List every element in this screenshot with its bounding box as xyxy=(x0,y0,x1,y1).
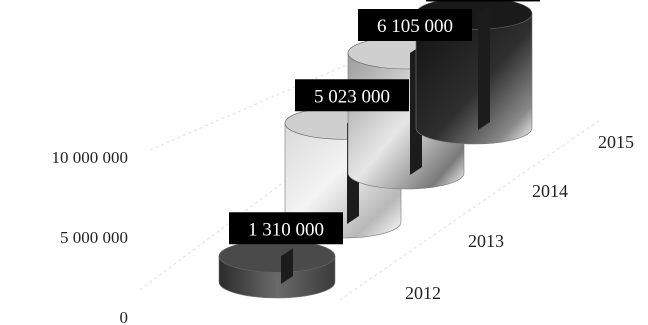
data-label-2012: 1 310 000 xyxy=(229,212,343,245)
cylinder-top xyxy=(218,239,336,273)
x-category-label: 2014 xyxy=(532,181,568,201)
data-label-2013: 5 023 000 xyxy=(295,79,409,112)
x-category-label: 2013 xyxy=(468,231,504,251)
data-label-box xyxy=(229,212,343,245)
x-axis-categories: 2012 2013 2014 2015 xyxy=(405,132,634,303)
cylinder-seam xyxy=(478,5,490,130)
y-tick-label: 10 000 000 xyxy=(52,148,129,167)
data-label-box xyxy=(426,0,540,2)
bars xyxy=(218,0,533,299)
data-label-box xyxy=(358,9,472,41)
data-label-text: 6 105 000 xyxy=(377,16,453,37)
y-tick-label: 0 xyxy=(120,308,129,325)
data-label-box xyxy=(295,79,409,112)
bar-2015 xyxy=(415,0,533,145)
data-label-2014: 6 105 000 xyxy=(358,9,472,41)
cylinder-seam xyxy=(281,248,293,284)
data-label-text: 5 023 000 xyxy=(314,86,390,107)
y-tick-label: 5 000 000 xyxy=(60,228,128,247)
data-label-2015: 5 828 000 xyxy=(426,0,540,2)
y-axis-ticks: 0 5 000 000 10 000 000 xyxy=(52,148,129,325)
x-category-label: 2012 xyxy=(405,283,441,303)
cylinder-body xyxy=(415,13,533,145)
bar-2012 xyxy=(218,239,336,299)
data-labels: 1 310 000 5 023 000 6 105 000 5 828 000 xyxy=(229,0,540,245)
data-label-text: 1 310 000 xyxy=(248,219,324,240)
x-category-label: 2015 xyxy=(598,132,634,152)
